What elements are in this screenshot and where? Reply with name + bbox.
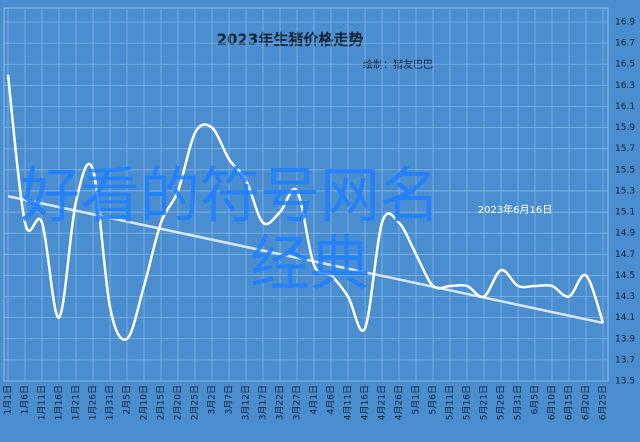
x-tick-label: 2月5日 xyxy=(122,385,133,414)
x-tick-label: 1月31日 xyxy=(105,385,116,420)
x-tick-label: 6月5日 xyxy=(530,385,541,414)
y-tick-label: 16.5 xyxy=(615,60,635,70)
x-tick-label: 2月25日 xyxy=(190,385,201,420)
x-tick-label: 2月15日 xyxy=(156,385,167,420)
x-tick-label: 6月10日 xyxy=(547,385,558,420)
y-tick-label: 14.1 xyxy=(615,313,635,323)
y-tick-label: 15.7 xyxy=(615,144,635,154)
x-tick-label: 3月2日 xyxy=(207,385,218,414)
x-tick-label: 5月16日 xyxy=(462,385,473,420)
y-tick-label: 14.7 xyxy=(615,250,635,260)
x-tick-label: 1月1日 xyxy=(3,385,14,414)
x-tick-label: 6月25日 xyxy=(598,385,609,420)
watermark: 经典 xyxy=(250,230,370,300)
annotation: 2023年6月16日 xyxy=(478,203,553,216)
x-tick-label: 2月10日 xyxy=(139,385,150,420)
x-tick-label: 1月21日 xyxy=(71,385,82,420)
x-tick-label: 6月20日 xyxy=(581,385,592,420)
y-tick-label: 16.3 xyxy=(615,81,635,91)
y-tick-label: 16.7 xyxy=(615,39,635,49)
y-tick-label: 15.3 xyxy=(615,186,635,196)
x-tick-label: 5月1日 xyxy=(411,385,422,414)
x-tick-label: 4月6日 xyxy=(326,385,337,414)
x-tick-label: 1月26日 xyxy=(88,385,99,420)
y-tick-label: 16.1 xyxy=(615,102,635,112)
x-tick-label: 3月22日 xyxy=(275,385,286,420)
x-tick-label: 4月1日 xyxy=(309,385,320,414)
y-tick-label: 15.1 xyxy=(615,208,635,218)
x-tick-label: 3月27日 xyxy=(292,385,303,420)
x-tick-label: 5月31日 xyxy=(513,385,524,420)
y-tick-label: 13.5 xyxy=(615,377,635,387)
x-tick-label: 3月17日 xyxy=(258,385,269,420)
y-tick-label: 14.5 xyxy=(615,271,635,281)
y-tick-label: 13.9 xyxy=(615,334,635,344)
x-tick-label: 4月11日 xyxy=(343,385,354,420)
y-tick-label: 14.3 xyxy=(615,292,635,302)
y-tick-label: 16.9 xyxy=(615,18,635,28)
trend-line xyxy=(7,194,604,325)
x-tick-label: 5月26日 xyxy=(496,385,507,420)
x-tick-label: 4月26日 xyxy=(394,385,405,420)
x-tick-label: 1月11日 xyxy=(37,385,48,420)
price-line xyxy=(6,74,605,341)
chart-title: 2023年生猪价格走势 xyxy=(217,31,364,49)
watermark: 好看的符号网名 xyxy=(20,162,440,232)
x-tick-label: 1月6日 xyxy=(20,385,31,414)
x-tick-label: 2月20日 xyxy=(173,385,184,420)
x-tick-label: 3月7日 xyxy=(224,385,235,414)
y-tick-label: 13.7 xyxy=(615,355,635,365)
x-tick-label: 6月15日 xyxy=(564,385,575,420)
y-tick-label: 15.9 xyxy=(615,123,635,133)
x-tick-label: 4月16日 xyxy=(360,385,371,420)
x-tick-label: 5月6日 xyxy=(428,385,439,414)
x-tick-label: 3月12日 xyxy=(241,385,252,420)
y-tick-label: 14.9 xyxy=(615,229,635,239)
x-tick-label: 4月21日 xyxy=(377,385,388,420)
x-tick-label: 1月16日 xyxy=(54,385,65,420)
x-tick-label: 5月21日 xyxy=(479,385,490,420)
x-tick-label: 5月11日 xyxy=(445,385,456,420)
y-tick-label: 15.5 xyxy=(615,165,635,175)
